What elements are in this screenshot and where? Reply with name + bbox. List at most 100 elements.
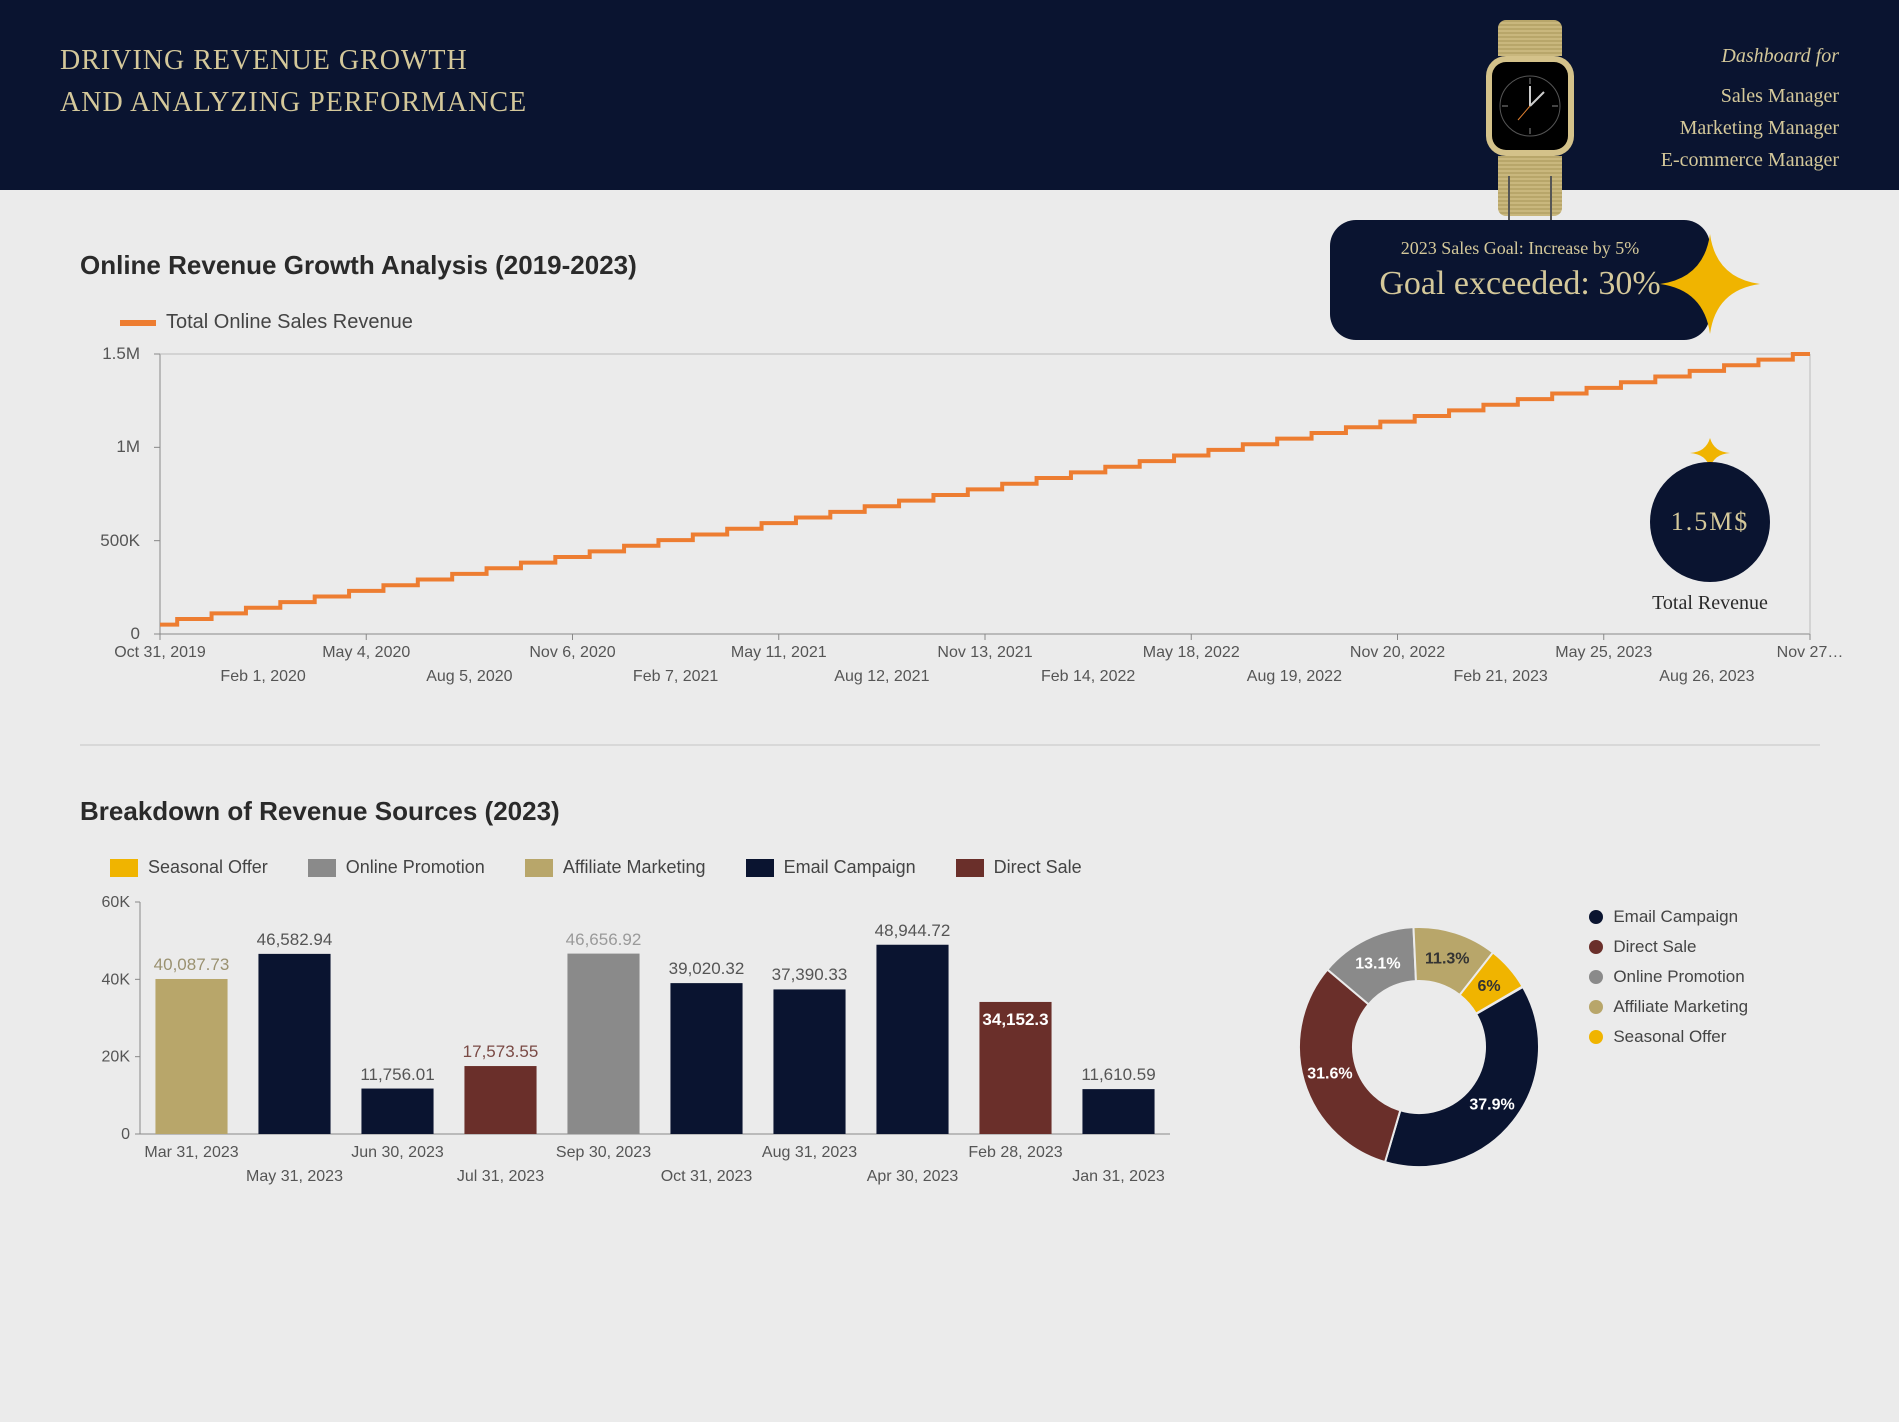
bar-value-label: 11,756.01 (360, 1065, 434, 1085)
legend-swatch (525, 859, 553, 877)
bar-value-label: 40,087.73 (154, 955, 230, 975)
bar-legend-item: Seasonal Offer (110, 857, 268, 878)
donut-legend-item: Affiliate Marketing (1589, 997, 1748, 1017)
header: DRIVING REVENUE GROWTH AND ANALYZING PER… (0, 0, 1899, 190)
legend-label: Seasonal Offer (148, 857, 268, 878)
x-tick-label: Oct 31, 2023 (661, 1168, 753, 1186)
legend-label: Affiliate Marketing (1613, 997, 1748, 1017)
svg-text:13.1%: 13.1% (1356, 956, 1401, 973)
lower-row: Seasonal Offer Online Promotion Affiliate … (80, 857, 1819, 1204)
header-title-block: DRIVING REVENUE GROWTH AND ANALYZING PER… (60, 40, 527, 150)
svg-text:0: 0 (121, 1126, 130, 1143)
legend-swatch (110, 859, 138, 877)
legend-label: Seasonal Offer (1613, 1027, 1726, 1047)
line-legend-label: Total Online Sales Revenue (166, 311, 413, 334)
bar-value-label: 17,573.55 (463, 1042, 539, 1062)
goal-big-text: Goal exceeded: 30% (1330, 265, 1710, 303)
legend-label: Email Campaign (1613, 907, 1738, 927)
role-1: Sales Manager (1661, 80, 1839, 112)
x-tick-label: Aug 12, 2021 (834, 668, 929, 686)
legend-swatch (746, 859, 774, 877)
svg-text:40K: 40K (102, 971, 131, 988)
header-roles-block: Dashboard for Sales Manager Marketing Ma… (1661, 40, 1839, 150)
x-tick-label: May 18, 2022 (1143, 644, 1240, 662)
bar-legend-item: Direct Sale (956, 857, 1082, 878)
bar-chart: 020K40K60K 40,087.7346,582.9411,756.0117… (80, 884, 1180, 1204)
svg-text:20K: 20K (102, 1049, 131, 1066)
legend-label: Online Promotion (1613, 967, 1744, 987)
x-tick-label: Feb 7, 2021 (633, 668, 718, 686)
x-tick-label: Jul 31, 2023 (457, 1168, 544, 1186)
legend-dot (1589, 910, 1603, 924)
donut-legend-item: Email Campaign (1589, 907, 1748, 927)
legend-label: Direct Sale (994, 857, 1082, 878)
legend-swatch (956, 859, 984, 877)
x-tick-label: Sep 30, 2023 (556, 1144, 651, 1162)
donut-legend-item: Direct Sale (1589, 937, 1748, 957)
revenue-badge-value: 1.5M$ (1650, 462, 1770, 582)
bar-chart-title: Breakdown of Revenue Sources (2023) (80, 796, 1819, 827)
legend-label: Affiliate Marketing (563, 857, 706, 878)
x-tick-label: Feb 21, 2023 (1453, 668, 1547, 686)
x-tick-label: Jun 30, 2023 (351, 1144, 444, 1162)
legend-dot (1589, 1030, 1603, 1044)
x-tick-label: Jan 31, 2023 (1072, 1168, 1165, 1186)
bar-legend-item: Affiliate Marketing (525, 857, 706, 878)
x-tick-label: Apr 30, 2023 (867, 1168, 959, 1186)
role-3: E-commerce Manager (1661, 144, 1839, 176)
bar-value-label: 46,656.92 (566, 930, 642, 950)
x-tick-label: Nov 20, 2022 (1350, 644, 1445, 662)
goal-small-text: 2023 Sales Goal: Increase by 5% (1330, 238, 1710, 259)
bar-chart-section: Seasonal Offer Online Promotion Affiliate … (80, 857, 1219, 1204)
line-chart: 1.5M$ Total Revenue 0500K1M1.5MOct 31, 2… (80, 344, 1820, 704)
bar-value-label: 48,944.72 (875, 921, 951, 941)
bar-value-label: 34,152.3 (982, 1010, 1048, 1030)
donut-legend-item: Online Promotion (1589, 967, 1748, 987)
legend-label: Online Promotion (346, 857, 485, 878)
x-tick-label: Feb 1, 2020 (220, 668, 305, 686)
bar-legend-item: Email Campaign (746, 857, 916, 878)
x-tick-label: Aug 5, 2020 (426, 668, 512, 686)
dashboard-for-label: Dashboard for (1661, 40, 1839, 72)
bar-value-label: 11,610.59 (1081, 1065, 1155, 1085)
legend-label: Direct Sale (1613, 937, 1696, 957)
bar-chart-legend: Seasonal Offer Online Promotion Affiliate … (110, 857, 1219, 878)
svg-text:6%: 6% (1478, 978, 1501, 995)
x-tick-label: Nov 13, 2021 (937, 644, 1032, 662)
donut-legend: Email Campaign Direct Sale Online Promotio… (1589, 907, 1748, 1057)
role-2: Marketing Manager (1661, 112, 1839, 144)
donut-chart: 37.9%31.6%13.1%11.3%6% (1279, 907, 1559, 1187)
y-tick-label: 1.5M (80, 344, 140, 364)
x-tick-label: May 11, 2021 (731, 644, 827, 662)
x-tick-label: Aug 31, 2023 (762, 1144, 857, 1162)
x-tick-label: Oct 31, 2019 (114, 644, 206, 662)
x-tick-label: Mar 31, 2023 (144, 1144, 238, 1162)
x-tick-label: May 25, 2023 (1555, 644, 1652, 662)
header-title-line2: AND ANALYZING PERFORMANCE (60, 82, 527, 124)
header-title-line1: DRIVING REVENUE GROWTH (60, 40, 527, 82)
x-tick-label: Nov 27… (1777, 644, 1844, 662)
donut-legend-item: Seasonal Offer (1589, 1027, 1748, 1047)
bar-legend-item: Online Promotion (308, 857, 485, 878)
content-area: Online Revenue Growth Analysis (2019-202… (0, 190, 1899, 1204)
donut-section: 37.9%31.6%13.1%11.3%6% Email CampaignDir… (1279, 857, 1819, 1204)
x-tick-label: Feb 14, 2022 (1041, 668, 1135, 686)
svg-text:60K: 60K (102, 894, 131, 911)
x-tick-label: Nov 6, 2020 (529, 644, 615, 662)
star-icon (1660, 234, 1760, 334)
legend-dot (1589, 1000, 1603, 1014)
x-tick-label: Feb 28, 2023 (968, 1144, 1062, 1162)
bar-value-label: 37,390.33 (772, 965, 848, 985)
legend-swatch (120, 320, 156, 326)
x-tick-label: Aug 26, 2023 (1659, 668, 1754, 686)
y-tick-label: 0 (80, 624, 140, 644)
legend-swatch (308, 859, 336, 877)
revenue-badge: 1.5M$ Total Revenue (1640, 444, 1780, 584)
svg-text:31.6%: 31.6% (1308, 1066, 1353, 1083)
goal-bubble: 2023 Sales Goal: Increase by 5% Goal exc… (1330, 220, 1710, 340)
y-tick-label: 500K (80, 531, 140, 551)
x-tick-label: Aug 19, 2022 (1247, 668, 1342, 686)
legend-dot (1589, 970, 1603, 984)
x-tick-label: May 31, 2023 (246, 1168, 343, 1186)
bar-value-label: 39,020.32 (669, 959, 745, 979)
